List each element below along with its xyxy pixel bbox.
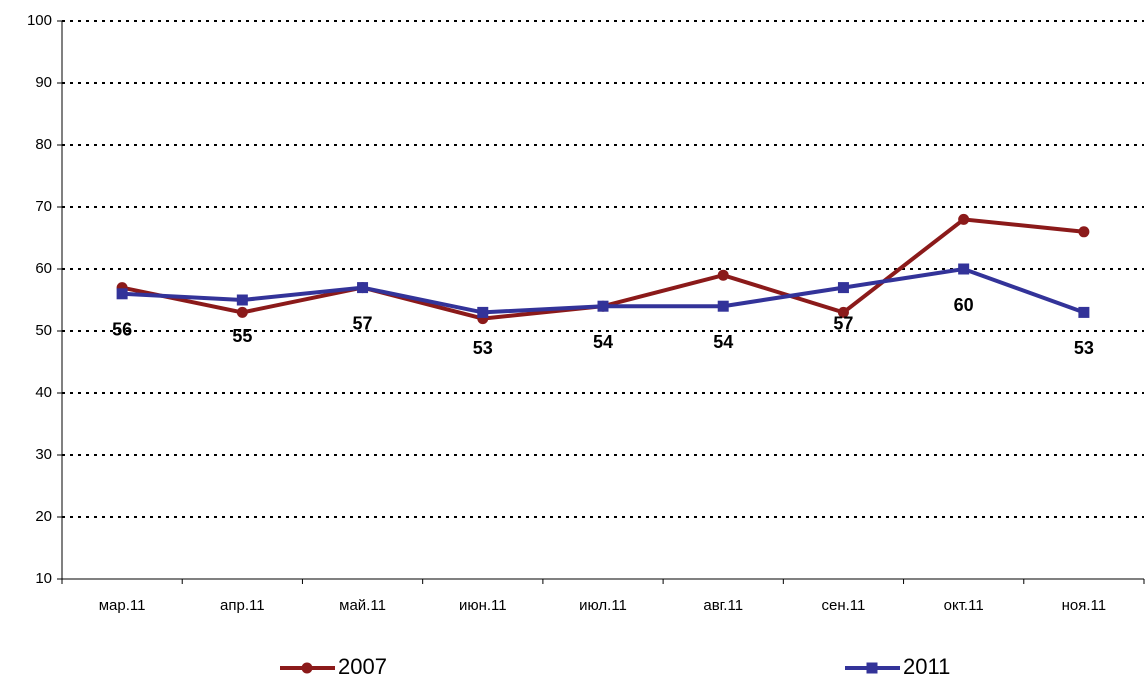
value-label: 54 [713, 332, 733, 352]
legend-marker [301, 662, 313, 674]
x-tick-label: апр.11 [220, 597, 265, 614]
y-tick-label: 90 [35, 74, 52, 91]
value-label: 54 [593, 332, 613, 352]
x-tick-label: май.11 [339, 597, 386, 614]
y-tick-label: 20 [35, 508, 52, 525]
point [236, 294, 248, 306]
point [1078, 226, 1090, 238]
point [1078, 306, 1090, 318]
point [958, 263, 970, 275]
point [717, 269, 729, 281]
x-tick-label: сен.11 [822, 597, 866, 614]
x-tick-label: июн.11 [459, 597, 507, 614]
y-tick-label: 30 [35, 446, 52, 463]
point [837, 282, 849, 294]
point [717, 300, 729, 312]
value-label: 56 [112, 320, 132, 340]
point [597, 300, 609, 312]
y-tick-label: 50 [35, 322, 52, 339]
value-label: 53 [1074, 338, 1094, 358]
point [477, 306, 489, 318]
x-tick-label: окт.11 [944, 597, 984, 614]
y-tick-label: 70 [35, 198, 52, 215]
legend-label: 2007 [338, 654, 387, 679]
point [357, 282, 369, 294]
value-label: 60 [954, 295, 974, 315]
y-tick-label: 80 [35, 136, 52, 153]
value-label: 53 [473, 338, 493, 358]
value-label: 57 [353, 313, 373, 333]
x-tick-label: мар.11 [99, 597, 146, 614]
x-tick-label: ноя.11 [1062, 597, 1107, 614]
point [837, 306, 849, 318]
x-tick-label: июл.11 [579, 597, 627, 614]
y-tick-label: 10 [35, 570, 52, 587]
point [958, 213, 970, 225]
point [116, 288, 128, 300]
y-tick-label: 60 [35, 260, 52, 277]
legend-label: 2011 [903, 654, 950, 679]
value-label: 55 [232, 326, 252, 346]
legend-marker [866, 662, 878, 674]
y-tick-label: 40 [35, 384, 52, 401]
x-tick-label: авг.11 [703, 597, 743, 614]
value-label: 57 [833, 313, 853, 333]
y-tick-label: 100 [27, 12, 52, 29]
point [236, 306, 248, 318]
